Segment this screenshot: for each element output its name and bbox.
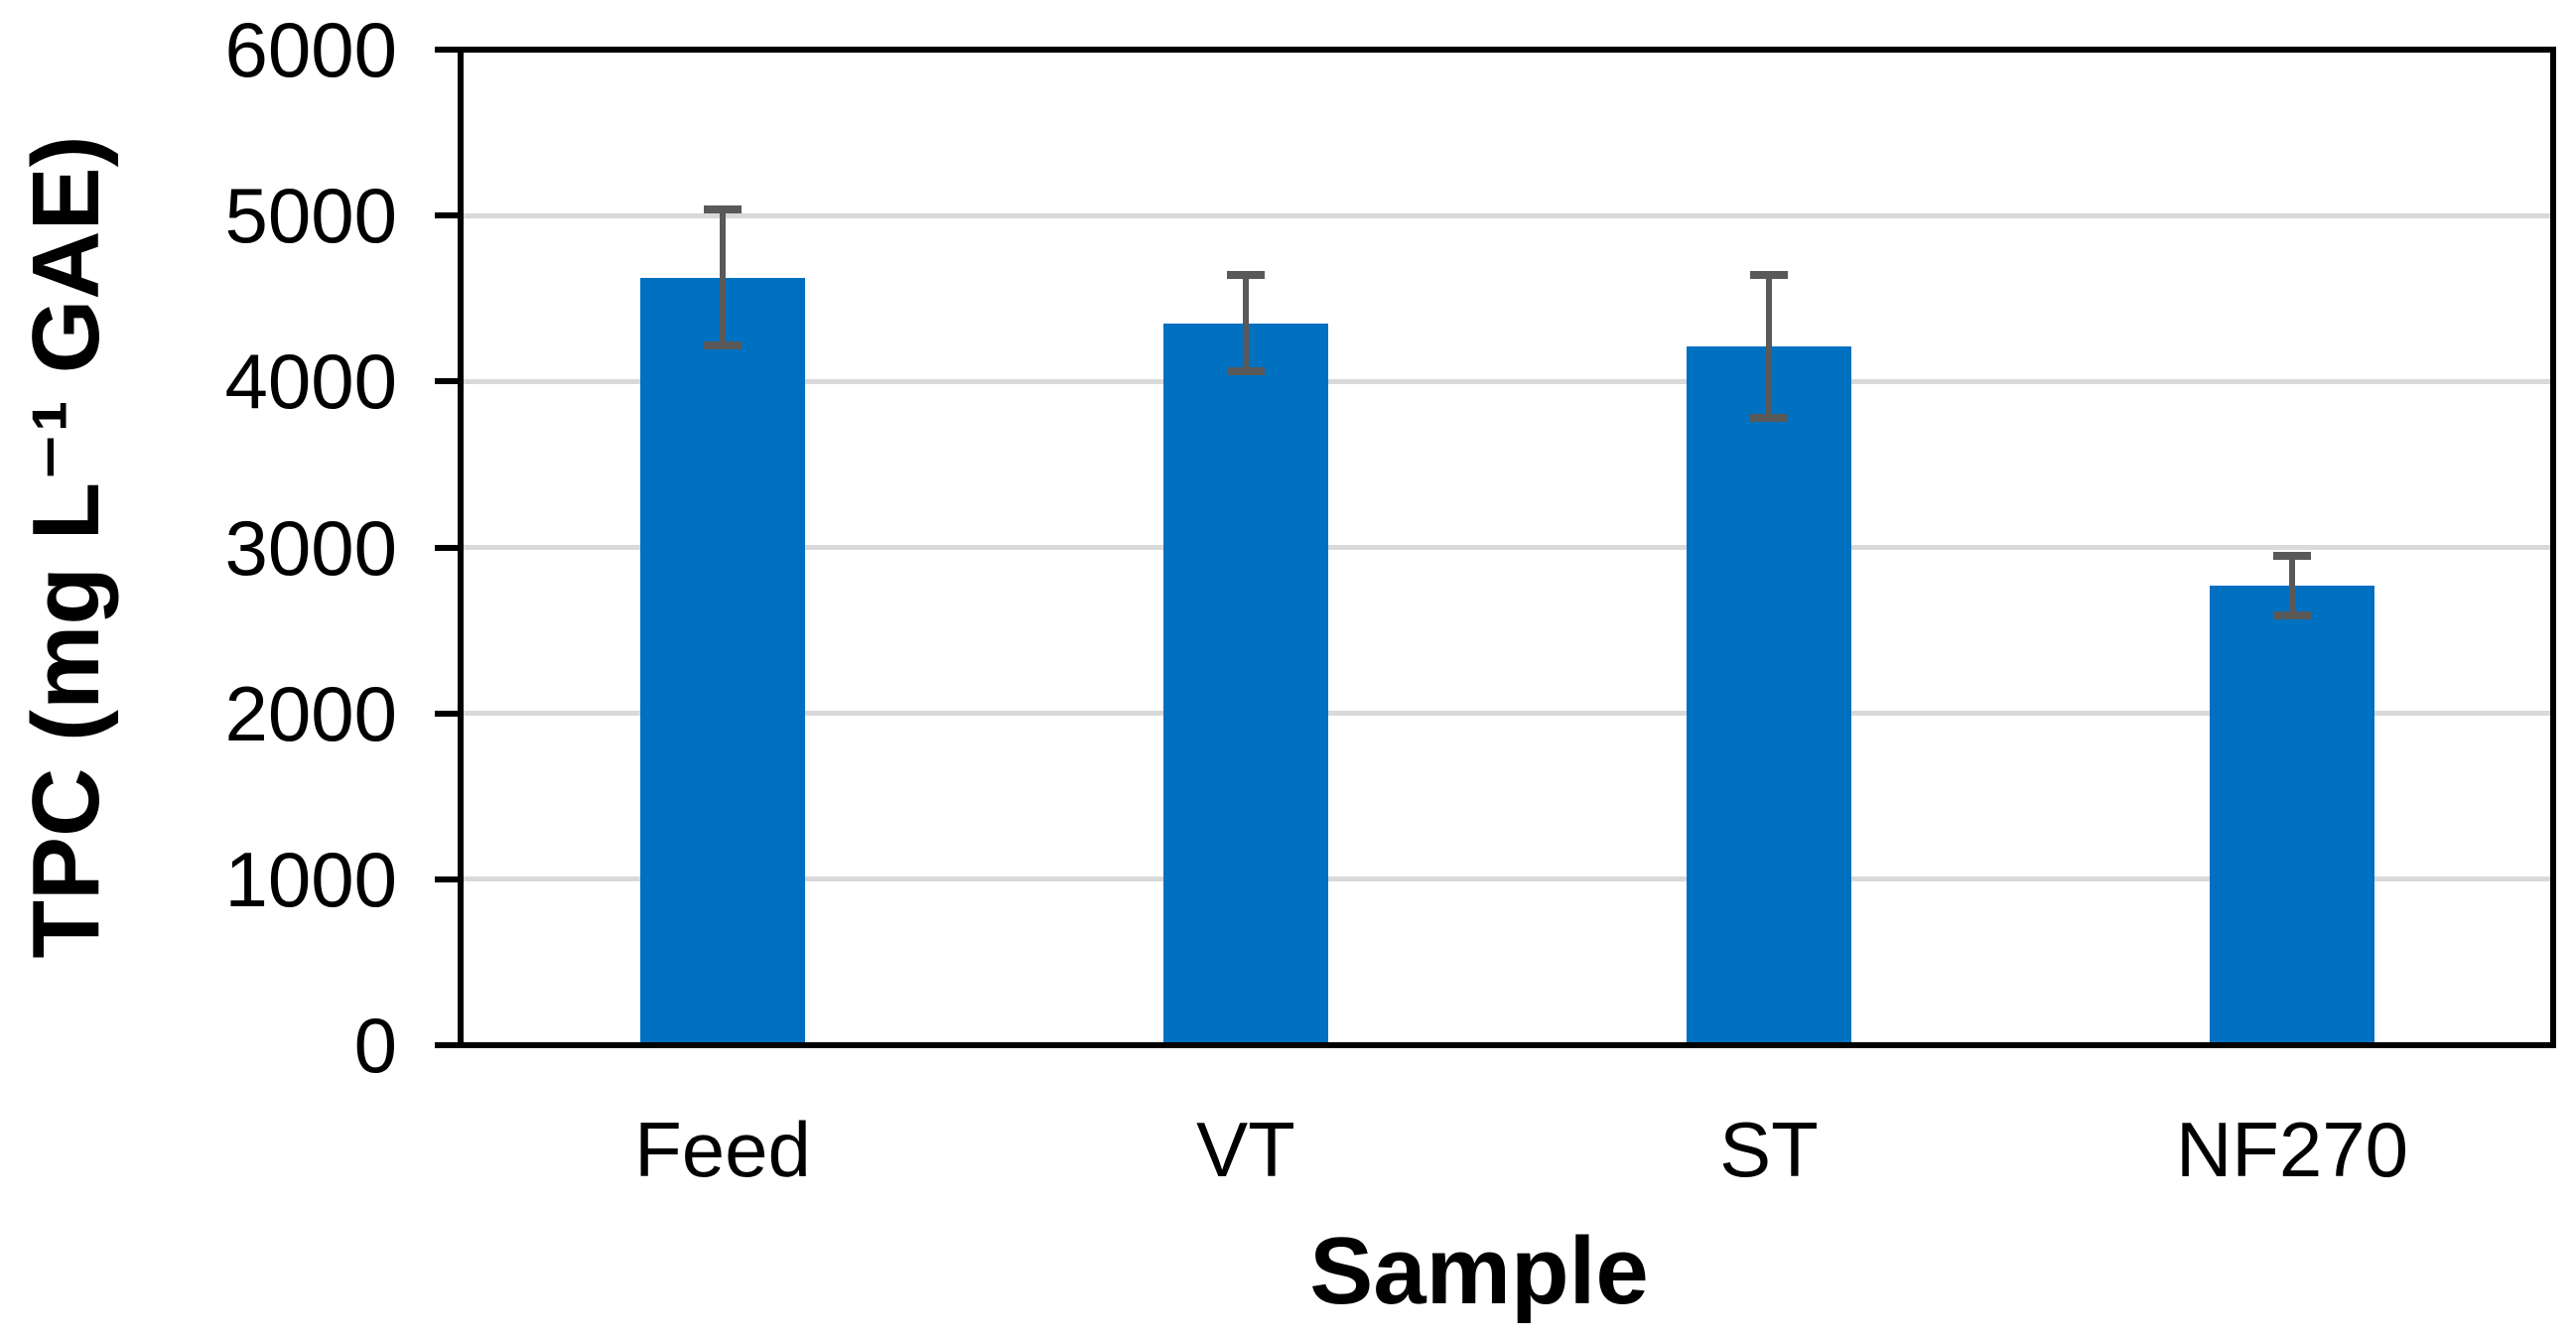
bar-vt [1163, 324, 1328, 1045]
gridline-4000 [464, 379, 2550, 384]
x-axis-title: Sample [1309, 1218, 1649, 1324]
bar-nf270 [2210, 586, 2374, 1045]
y-tick-label-5000: 5000 [224, 172, 397, 259]
error-bar-nf270-lower-cap [2273, 611, 2311, 619]
bar-feed [640, 278, 805, 1045]
x-category-label-st: ST [1719, 1106, 1819, 1193]
plot-area-border [458, 47, 2556, 1048]
y-tick-0 [435, 1042, 464, 1048]
error-bar-vt [1243, 275, 1249, 371]
error-bar-st-lower-cap [1750, 414, 1788, 422]
error-bar-st [1766, 275, 1772, 418]
y-tick-4000 [435, 378, 464, 384]
error-bar-feed-upper-cap [704, 205, 742, 213]
y-tick-label-1000: 1000 [224, 836, 397, 923]
error-bar-feed-lower-cap [704, 341, 742, 349]
gridline-5000 [464, 213, 2550, 218]
x-category-label-vt: VT [1196, 1106, 1295, 1193]
error-bar-nf270 [2289, 556, 2295, 615]
x-category-label-feed: Feed [634, 1106, 811, 1193]
error-bar-st-upper-cap [1750, 271, 1788, 279]
y-tick-3000 [435, 545, 464, 551]
y-tick-label-4000: 4000 [224, 337, 397, 425]
x-category-label-nf270: NF270 [2175, 1106, 2409, 1193]
error-bar-nf270-upper-cap [2273, 552, 2311, 560]
y-tick-label-3000: 3000 [224, 504, 397, 592]
y-tick-label-0: 0 [353, 1002, 397, 1089]
y-tick-label-2000: 2000 [224, 670, 397, 757]
gridline-2000 [464, 711, 2550, 716]
y-tick-6000 [435, 47, 464, 53]
y-tick-2000 [435, 711, 464, 717]
error-bar-vt-lower-cap [1227, 367, 1265, 375]
y-tick-5000 [435, 212, 464, 218]
error-bar-feed [720, 209, 726, 345]
error-bar-vt-upper-cap [1227, 271, 1265, 279]
y-tick-label-6000: 6000 [224, 6, 397, 93]
y-tick-1000 [435, 876, 464, 882]
bar-st [1687, 346, 1851, 1045]
gridline-1000 [464, 876, 2550, 881]
gridline-3000 [464, 545, 2550, 550]
